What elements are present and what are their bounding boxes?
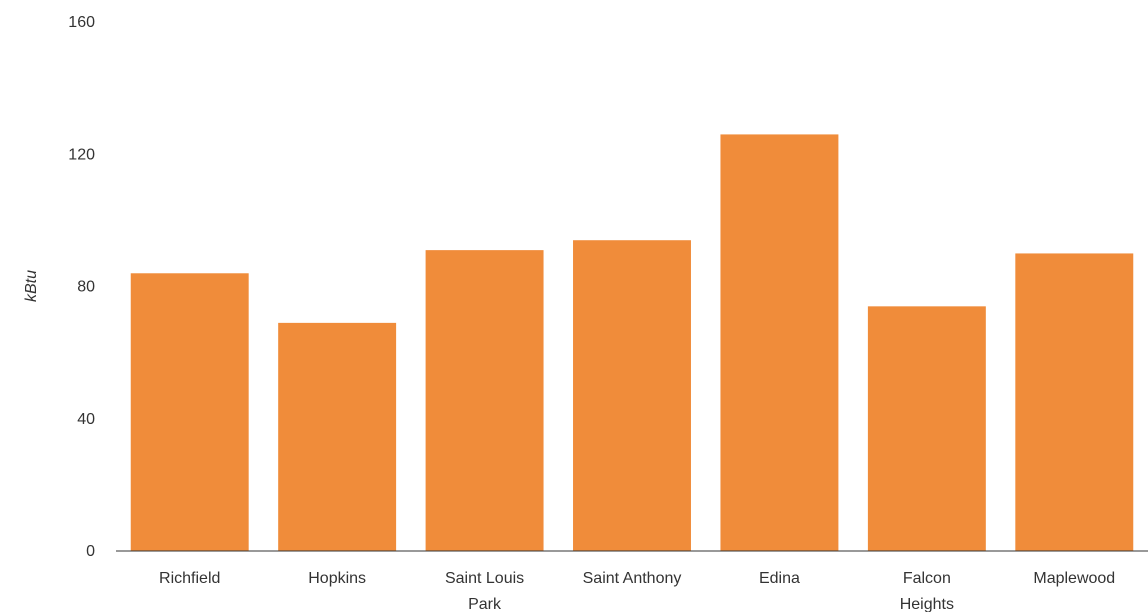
bar (278, 322, 397, 551)
bar (425, 250, 544, 551)
y-tick-label: 80 (77, 279, 95, 296)
x-tick-label: Maplewood (1033, 570, 1115, 587)
y-tick-label: 160 (68, 14, 95, 31)
y-axis-ticks: 0 40 80 120 160 (68, 14, 95, 560)
bar (573, 240, 691, 551)
y-axis-title: kBtu (23, 270, 40, 302)
x-tick-label: Edina (759, 570, 800, 587)
x-axis-labels: Richfield Hopkins Saint Louis Park Saint Ant… (159, 570, 1115, 612)
bars (130, 134, 1134, 551)
x-tick-label: Saint Louis Park (445, 570, 524, 612)
bar (130, 273, 249, 551)
y-tick-label: 120 (68, 146, 95, 163)
x-tick-label: Hopkins (308, 570, 366, 587)
bar (867, 306, 986, 551)
x-tick-label: Falcon Heights (900, 570, 954, 612)
bar (720, 134, 839, 551)
x-tick-label: Richfield (159, 570, 220, 587)
y-axis-title-group: kBtu (23, 270, 40, 302)
y-tick-label: 40 (77, 411, 95, 428)
y-tick-label: 0 (86, 543, 95, 560)
x-tick-label: Saint Anthony (583, 570, 682, 587)
bar (1015, 253, 1134, 551)
